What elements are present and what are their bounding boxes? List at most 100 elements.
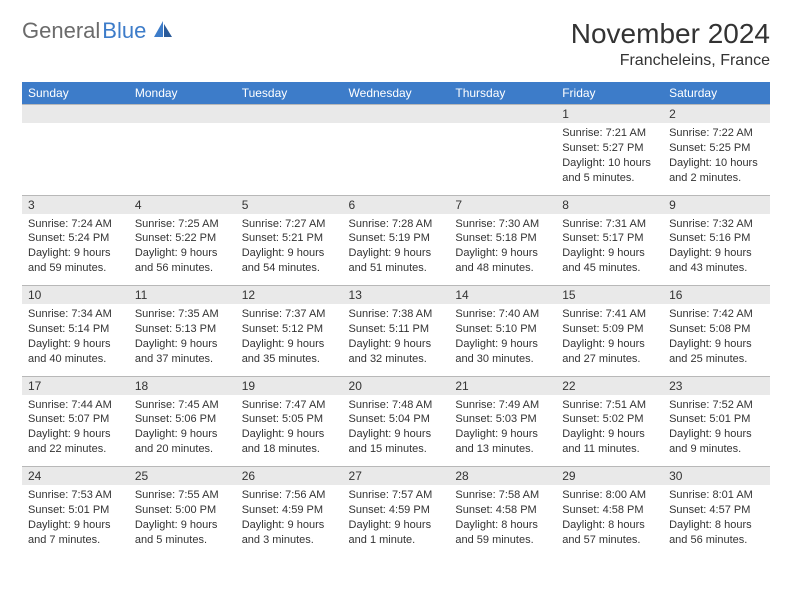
day-number: 13 <box>343 286 450 305</box>
sunset-text: Sunset: 5:21 PM <box>242 231 337 246</box>
day-cell: Sunrise: 7:37 AMSunset: 5:12 PMDaylight:… <box>236 304 343 376</box>
sunset-text: Sunset: 5:06 PM <box>135 412 230 427</box>
sunrise-text: Sunrise: 7:40 AM <box>455 307 550 322</box>
day-number: 10 <box>22 286 129 305</box>
daylight-text: Daylight: 9 hours and 25 minutes. <box>669 337 764 367</box>
day-number-row: 17181920212223 <box>22 376 770 395</box>
day-number: 12 <box>236 286 343 305</box>
day-cell: Sunrise: 7:48 AMSunset: 5:04 PMDaylight:… <box>343 395 450 467</box>
day-cell: Sunrise: 7:27 AMSunset: 5:21 PMDaylight:… <box>236 214 343 286</box>
day-number: 28 <box>449 467 556 486</box>
day-cell: Sunrise: 7:38 AMSunset: 5:11 PMDaylight:… <box>343 304 450 376</box>
day-number: 11 <box>129 286 236 305</box>
day-number: 6 <box>343 195 450 214</box>
calendar-page: GeneralBlue November 2024 Francheleins, … <box>0 0 792 575</box>
daylight-text: Daylight: 9 hours and 18 minutes. <box>242 427 337 457</box>
sunrise-text: Sunrise: 7:30 AM <box>455 217 550 232</box>
day-cell: Sunrise: 7:32 AMSunset: 5:16 PMDaylight:… <box>663 214 770 286</box>
day-content-row: Sunrise: 7:24 AMSunset: 5:24 PMDaylight:… <box>22 214 770 286</box>
sunrise-text: Sunrise: 7:31 AM <box>562 217 657 232</box>
sunrise-text: Sunrise: 7:51 AM <box>562 398 657 413</box>
title-block: November 2024 Francheleins, France <box>571 18 770 70</box>
day-cell: Sunrise: 8:00 AMSunset: 4:58 PMDaylight:… <box>556 485 663 557</box>
day-content-row: Sunrise: 7:21 AMSunset: 5:27 PMDaylight:… <box>22 123 770 195</box>
day-cell <box>449 123 556 195</box>
daylight-text: Daylight: 10 hours and 2 minutes. <box>669 156 764 186</box>
weekday-header: Thursday <box>449 82 556 105</box>
day-cell: Sunrise: 7:44 AMSunset: 5:07 PMDaylight:… <box>22 395 129 467</box>
daylight-text: Daylight: 9 hours and 48 minutes. <box>455 246 550 276</box>
day-number: 25 <box>129 467 236 486</box>
sunset-text: Sunset: 5:27 PM <box>562 141 657 156</box>
day-cell: Sunrise: 7:57 AMSunset: 4:59 PMDaylight:… <box>343 485 450 557</box>
day-number-row: 24252627282930 <box>22 467 770 486</box>
weekday-header: Saturday <box>663 82 770 105</box>
sunset-text: Sunset: 5:10 PM <box>455 322 550 337</box>
day-number: 1 <box>556 105 663 124</box>
sunrise-text: Sunrise: 7:25 AM <box>135 217 230 232</box>
daylight-text: Daylight: 9 hours and 15 minutes. <box>349 427 444 457</box>
sunset-text: Sunset: 5:01 PM <box>669 412 764 427</box>
brand-part2: Blue <box>102 18 146 44</box>
sunrise-text: Sunrise: 7:45 AM <box>135 398 230 413</box>
calendar-table: SundayMondayTuesdayWednesdayThursdayFrid… <box>22 82 770 557</box>
weekday-header: Tuesday <box>236 82 343 105</box>
page-header: GeneralBlue November 2024 Francheleins, … <box>22 18 770 70</box>
day-number: 15 <box>556 286 663 305</box>
day-number: 24 <box>22 467 129 486</box>
daylight-text: Daylight: 10 hours and 5 minutes. <box>562 156 657 186</box>
day-cell: Sunrise: 7:40 AMSunset: 5:10 PMDaylight:… <box>449 304 556 376</box>
day-number: 22 <box>556 376 663 395</box>
sunset-text: Sunset: 5:22 PM <box>135 231 230 246</box>
day-cell: Sunrise: 7:24 AMSunset: 5:24 PMDaylight:… <box>22 214 129 286</box>
day-number-row: 12 <box>22 105 770 124</box>
day-cell <box>22 123 129 195</box>
day-cell: Sunrise: 7:47 AMSunset: 5:05 PMDaylight:… <box>236 395 343 467</box>
sunset-text: Sunset: 5:08 PM <box>669 322 764 337</box>
day-number: 29 <box>556 467 663 486</box>
day-number: 14 <box>449 286 556 305</box>
weekday-header-row: SundayMondayTuesdayWednesdayThursdayFrid… <box>22 82 770 105</box>
sunrise-text: Sunrise: 7:55 AM <box>135 488 230 503</box>
brand-logo: GeneralBlue <box>22 18 174 44</box>
month-title: November 2024 <box>571 18 770 50</box>
sunrise-text: Sunrise: 7:35 AM <box>135 307 230 322</box>
day-cell: Sunrise: 8:01 AMSunset: 4:57 PMDaylight:… <box>663 485 770 557</box>
sunrise-text: Sunrise: 8:01 AM <box>669 488 764 503</box>
day-number: 17 <box>22 376 129 395</box>
day-cell: Sunrise: 7:58 AMSunset: 4:58 PMDaylight:… <box>449 485 556 557</box>
sunset-text: Sunset: 5:12 PM <box>242 322 337 337</box>
day-cell: Sunrise: 7:28 AMSunset: 5:19 PMDaylight:… <box>343 214 450 286</box>
daylight-text: Daylight: 9 hours and 54 minutes. <box>242 246 337 276</box>
location-label: Francheleins, France <box>571 52 770 70</box>
sunrise-text: Sunrise: 7:41 AM <box>562 307 657 322</box>
sunrise-text: Sunrise: 7:24 AM <box>28 217 123 232</box>
day-number: 26 <box>236 467 343 486</box>
daylight-text: Daylight: 9 hours and 22 minutes. <box>28 427 123 457</box>
sunrise-text: Sunrise: 7:28 AM <box>349 217 444 232</box>
daylight-text: Daylight: 9 hours and 30 minutes. <box>455 337 550 367</box>
daylight-text: Daylight: 9 hours and 40 minutes. <box>28 337 123 367</box>
sunrise-text: Sunrise: 7:57 AM <box>349 488 444 503</box>
daylight-text: Daylight: 9 hours and 35 minutes. <box>242 337 337 367</box>
day-cell: Sunrise: 7:41 AMSunset: 5:09 PMDaylight:… <box>556 304 663 376</box>
sunset-text: Sunset: 5:25 PM <box>669 141 764 156</box>
day-cell: Sunrise: 7:30 AMSunset: 5:18 PMDaylight:… <box>449 214 556 286</box>
brand-part1: General <box>22 18 100 44</box>
day-content-row: Sunrise: 7:44 AMSunset: 5:07 PMDaylight:… <box>22 395 770 467</box>
sunset-text: Sunset: 5:05 PM <box>242 412 337 427</box>
sunrise-text: Sunrise: 7:44 AM <box>28 398 123 413</box>
day-number: 2 <box>663 105 770 124</box>
day-number <box>343 105 450 124</box>
day-content-row: Sunrise: 7:34 AMSunset: 5:14 PMDaylight:… <box>22 304 770 376</box>
sunrise-text: Sunrise: 7:56 AM <box>242 488 337 503</box>
day-cell: Sunrise: 7:42 AMSunset: 5:08 PMDaylight:… <box>663 304 770 376</box>
sunset-text: Sunset: 4:57 PM <box>669 503 764 518</box>
sunrise-text: Sunrise: 7:21 AM <box>562 126 657 141</box>
day-cell: Sunrise: 7:55 AMSunset: 5:00 PMDaylight:… <box>129 485 236 557</box>
daylight-text: Daylight: 9 hours and 20 minutes. <box>135 427 230 457</box>
day-cell: Sunrise: 7:45 AMSunset: 5:06 PMDaylight:… <box>129 395 236 467</box>
sunrise-text: Sunrise: 7:34 AM <box>28 307 123 322</box>
daylight-text: Daylight: 9 hours and 11 minutes. <box>562 427 657 457</box>
sunrise-text: Sunrise: 7:58 AM <box>455 488 550 503</box>
